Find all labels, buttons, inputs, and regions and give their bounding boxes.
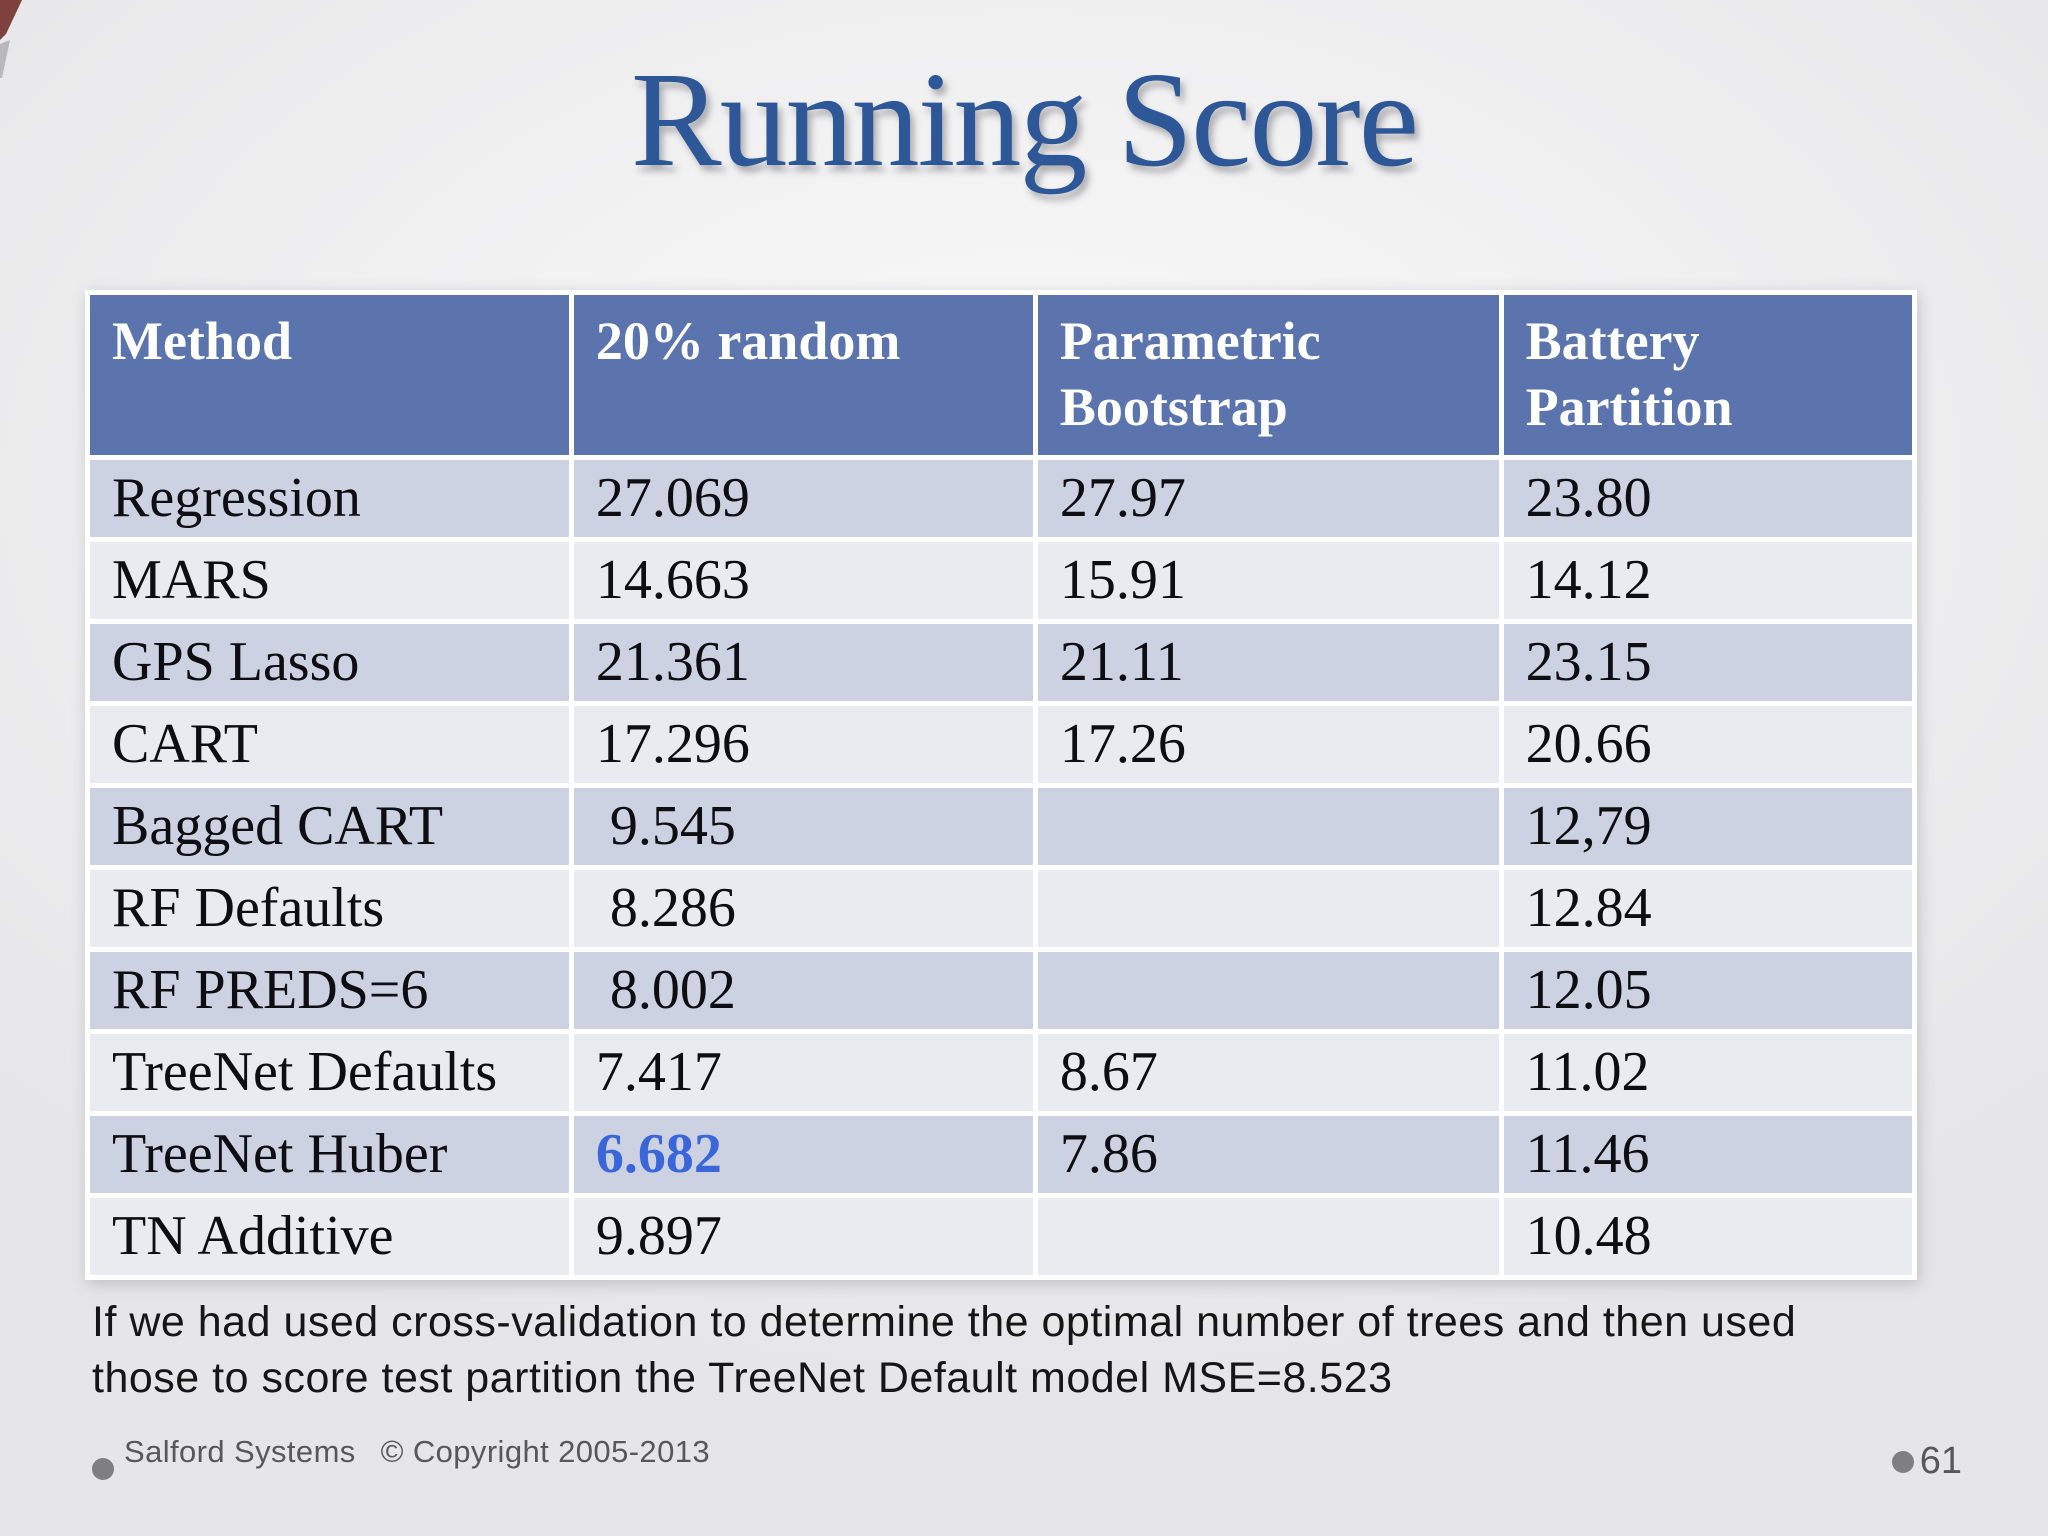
table-cell-value: 8.002 [573,951,1033,1029]
table-cell-value: 21.11 [1037,623,1499,701]
table-header-20-random: 20% random [573,295,1033,455]
table-cell-value: 10.48 [1503,1197,1912,1275]
table-cell-value [1037,1197,1499,1275]
footer-bullet-icon [92,1458,114,1480]
table-cell-method: CART [90,705,569,783]
table-cell-method: TN Additive [90,1197,569,1275]
table-cell-value: 6.682 [573,1115,1033,1193]
table-cell-value: 12.05 [1503,951,1912,1029]
table-cell-value: 27.069 [573,459,1033,537]
slide-title: Running Score [630,45,1419,195]
table-header-parametric-bootstrap: Parametric Bootstrap [1037,295,1499,455]
table-cell-value: 23.15 [1503,623,1912,701]
table-cell-value: 8.286 [573,869,1033,947]
table-cell-value: 12,79 [1503,787,1912,865]
table-row: CART 17.296 17.26 20.66 [90,705,1912,783]
table-header-method: Method [90,295,569,455]
table-cell-value [1037,787,1499,865]
table-cell-value: 20.66 [1503,705,1912,783]
table-cell-method: TreeNet Defaults [90,1033,569,1111]
table-header-battery-partition: Battery Partition [1503,295,1912,455]
table-cell-value: 14.12 [1503,541,1912,619]
table-cell-value: 27.97 [1037,459,1499,537]
table-header-row: Method 20% random Parametric Bootstrap B… [90,295,1912,455]
table-cell-method: Bagged CART [90,787,569,865]
table-cell-value: 9.545 [573,787,1033,865]
table-row: TreeNet Defaults 7.417 8.67 11.02 [90,1033,1912,1111]
table-row: RF PREDS=6 8.002 12.05 [90,951,1912,1029]
table-cell-value: 14.663 [573,541,1033,619]
table-cell-value: 17.296 [573,705,1033,783]
table-cell-value [1037,951,1499,1029]
table-cell-value: 23.80 [1503,459,1912,537]
note-text: If we had used cross-validation to deter… [92,1298,1797,1402]
table-cell-method: RF PREDS=6 [90,951,569,1029]
table-cell-method: Regression [90,459,569,537]
table-row: GPS Lasso 21.361 21.11 23.15 [90,623,1912,701]
table-row: MARS 14.663 15.91 14.12 [90,541,1912,619]
table-cell-method: MARS [90,541,569,619]
score-table: Method 20% random Parametric Bootstrap B… [85,290,1917,1280]
footer-copyright-block: Salford Systems © Copyright 2005-2013 [92,1432,714,1480]
table-cell-method: TreeNet Huber [90,1115,569,1193]
table-cell-value: 11.02 [1503,1033,1912,1111]
score-table-body: Regression 27.069 27.97 23.80 MARS 14.663 15.9… [90,459,1912,1275]
table-row: Bagged CART 9.545 12,79 [90,787,1912,865]
table-cell-value: 17.26 [1037,705,1499,783]
table-row: TN Additive 9.897 10.48 [90,1197,1912,1275]
table-cell-value: 7.86 [1037,1115,1499,1193]
table-cell-method: RF Defaults [90,869,569,947]
table-row: Regression 27.069 27.97 23.80 [90,459,1912,537]
footer-copyright: Salford Systems © Copyright 2005-2013 [124,1434,710,1469]
table-cell-value: 11.46 [1503,1115,1912,1193]
table-cell-value [1037,869,1499,947]
table-cell-value: 8.67 [1037,1033,1499,1111]
table-row: TreeNet Huber 6.682 7.86 11.46 [90,1115,1912,1193]
page-number-bullet-icon [1891,1450,1914,1473]
table-cell-method: GPS Lasso [90,623,569,701]
page-number-block: 61 [1891,1440,1962,1483]
table-cell-value: 21.361 [573,623,1033,701]
table-row: RF Defaults 8.286 12.84 [90,869,1912,947]
table-cell-value: 7.417 [573,1033,1033,1111]
table-cell-value: 15.91 [1037,541,1499,619]
table-cell-value: 12.84 [1503,869,1912,947]
table-cell-value: 9.897 [573,1197,1033,1275]
page-number: 61 [1919,1440,1962,1482]
